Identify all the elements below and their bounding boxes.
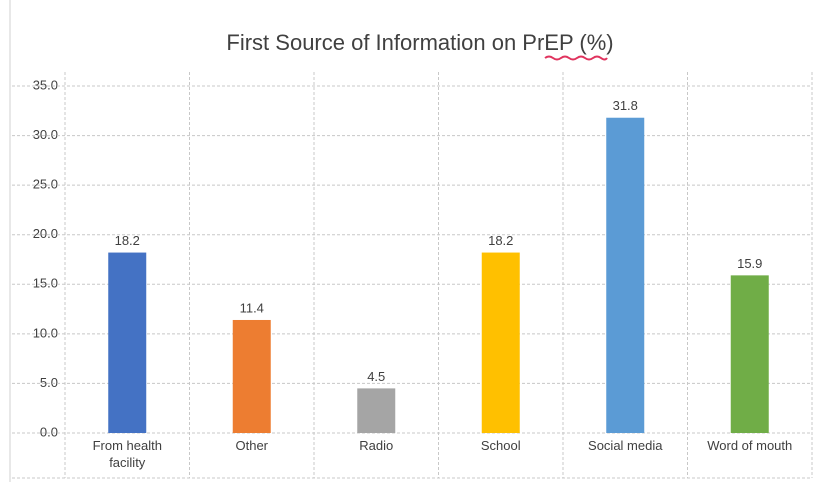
x-tick-label: Radio (359, 438, 394, 453)
y-tick-label: 30.0 (33, 127, 58, 142)
bar (108, 252, 147, 433)
y-tick-label: 0.0 (40, 424, 58, 439)
data-label: 18.2 (488, 233, 513, 248)
y-tick-label: 25.0 (33, 177, 58, 192)
spell-underline (544, 55, 608, 61)
data-label: 11.4 (240, 300, 264, 315)
bar (232, 319, 271, 433)
data-label: 15.9 (737, 256, 762, 271)
bar (730, 275, 769, 433)
bar (606, 117, 645, 434)
data-label: 4.5 (367, 369, 385, 384)
chart-title: First Source of Information on PrEP (%) (226, 30, 613, 55)
x-tick-label: Word of mouth (707, 438, 793, 453)
bar (357, 388, 396, 433)
data-label: 18.2 (115, 233, 140, 248)
x-tick-label: From health facility (92, 438, 162, 470)
y-tick-label: 35.0 (33, 77, 58, 92)
bar (481, 252, 520, 433)
x-tick-label: Social media (588, 438, 663, 453)
y-tick-label: 20.0 (33, 226, 58, 241)
y-tick-label: 15.0 (33, 276, 58, 291)
x-tick-label: Other (235, 438, 268, 453)
data-label: 31.8 (613, 98, 638, 113)
x-tick-label: School (480, 438, 521, 453)
y-tick-label: 10.0 (33, 325, 58, 340)
y-tick-label: 5.0 (40, 375, 58, 390)
